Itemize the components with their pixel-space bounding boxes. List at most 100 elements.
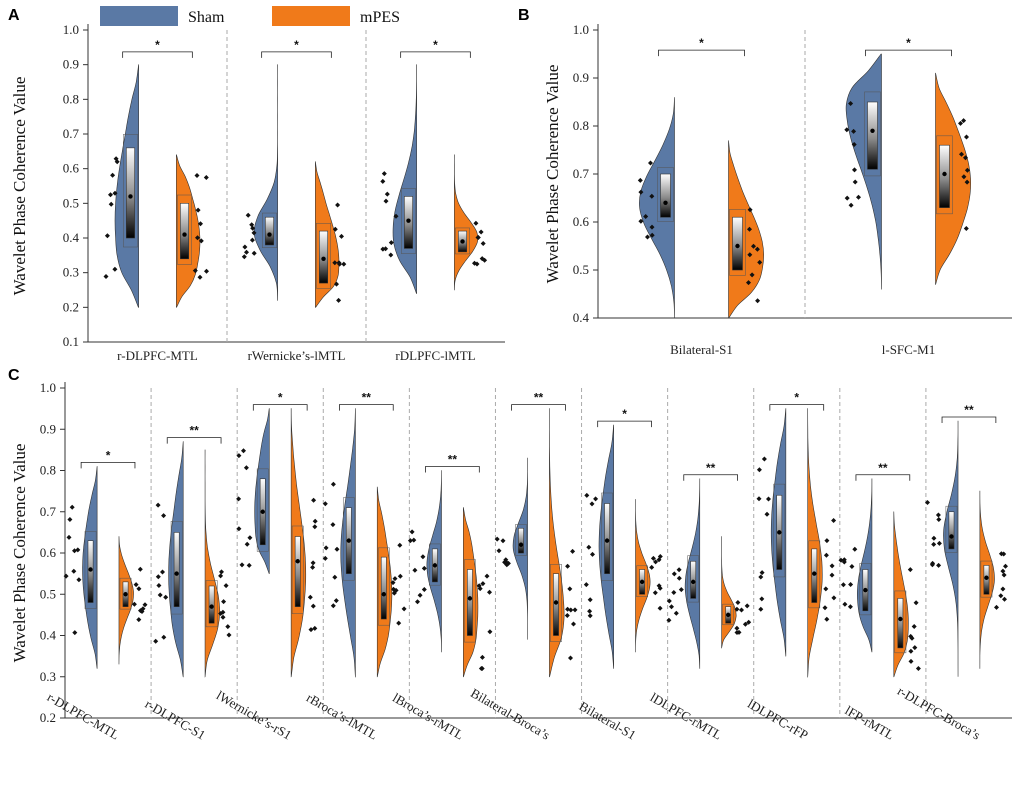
data-point-mpes [480, 581, 486, 587]
data-point-sham [251, 250, 257, 256]
data-point-mpes [310, 564, 316, 570]
data-point-mpes [742, 621, 748, 627]
data-point-mpes [831, 595, 837, 601]
data-point-mpes [218, 573, 224, 579]
data-point-mpes [908, 648, 914, 654]
data-point-sham [244, 249, 249, 255]
data-point-sham [421, 587, 427, 592]
data-point-sham [676, 567, 682, 573]
data-point-mpes [822, 605, 828, 611]
data-point-mpes [336, 260, 342, 266]
data-point-sham [407, 538, 413, 544]
panel-a-category-label: rDLPFC-lMTL [395, 348, 475, 363]
data-point-sham [63, 573, 69, 579]
data-point-mpes [341, 261, 347, 267]
data-point-sham [587, 613, 593, 619]
data-point-mpes [194, 173, 200, 178]
box-mpes [294, 536, 301, 607]
data-point-mpes [961, 118, 967, 124]
significance-bracket [865, 49, 952, 57]
significance-marker: ** [189, 424, 199, 438]
box-mpes [467, 569, 473, 636]
data-point-sham [500, 538, 506, 544]
data-point-sham [71, 568, 77, 574]
panel-label-c: C [8, 367, 20, 384]
data-point-sham [936, 517, 942, 522]
median-mpes [123, 592, 128, 597]
significance-marker: ** [706, 461, 716, 475]
data-point-mpes [391, 586, 396, 592]
median-mpes [812, 571, 817, 576]
data-point-sham [671, 571, 677, 577]
data-point-mpes [907, 567, 913, 573]
data-point-sham [852, 167, 857, 173]
data-point-mpes [755, 298, 761, 304]
median-mpes [942, 171, 947, 177]
data-point-mpes [133, 582, 139, 588]
data-point-mpes [478, 229, 484, 235]
data-point-sham [756, 496, 762, 502]
data-point-mpes [572, 607, 578, 613]
data-point-mpes [911, 624, 917, 629]
data-point-sham [758, 574, 764, 580]
panel-a-ytick-label: 0.1 [63, 334, 79, 349]
significance-marker: * [794, 391, 799, 405]
data-point-mpes [312, 518, 318, 524]
data-point-mpes [746, 280, 751, 286]
significance-bracket [597, 420, 652, 428]
panel-label-b: B [518, 7, 530, 24]
data-point-mpes [198, 238, 204, 244]
median-mpes [639, 579, 645, 585]
violin-mpes [204, 449, 221, 678]
panel-c-ytick-label: 0.2 [40, 710, 56, 725]
data-point-mpes [397, 573, 403, 579]
panel-c-ylabel: Wavelet Phase Coherence Value [10, 444, 29, 663]
data-point-mpes [565, 606, 571, 612]
data-point-mpes [961, 174, 967, 180]
significance-marker: * [433, 38, 438, 52]
data-point-mpes [198, 221, 203, 227]
data-point-sham [587, 597, 593, 603]
data-point-mpes [912, 645, 918, 651]
data-point-mpes [734, 625, 740, 631]
box-sham [660, 173, 671, 218]
data-point-mpes [570, 548, 576, 554]
data-point-sham [236, 496, 242, 502]
significance-marker: ** [534, 391, 544, 405]
panel-c-chart: 0.2 0.3 0.4 0.5 0.6 0.7 0.8 0.9 1.0 Wavelet Phase… [10, 380, 1012, 743]
data-point-mpes [656, 557, 662, 563]
data-point-sham [113, 156, 119, 162]
significance-bracket [339, 404, 394, 411]
median-sham [604, 538, 610, 543]
median-sham [863, 587, 868, 593]
box-outline-sham [256, 468, 269, 552]
median-sham [406, 218, 411, 223]
data-point-sham [587, 608, 593, 614]
data-point-sham [322, 501, 328, 507]
data-point-mpes [747, 207, 753, 213]
data-point-mpes [197, 274, 203, 280]
significance-marker: ** [362, 391, 372, 405]
box-outline-mpes [980, 560, 993, 598]
data-point-mpes [751, 243, 756, 249]
panel-c-category-label: r-DLPFC-Broca’s [895, 683, 983, 742]
data-point-mpes [204, 268, 209, 274]
data-point-sham [638, 189, 644, 195]
violin-mpes [549, 408, 565, 678]
data-point-mpes [478, 666, 484, 671]
data-point-sham [163, 594, 169, 600]
data-point-sham [936, 540, 942, 546]
panel-b-chart: 0.4 0.5 0.6 0.7 0.8 0.9 1.0 Wavelet Phase Coher… [543, 22, 1012, 357]
data-point-mpes [964, 179, 970, 185]
data-point-sham [380, 178, 386, 184]
panel-c-ytick-label: 0.7 [40, 504, 57, 519]
box-outline-sham [84, 531, 97, 609]
panel-c-ytick-label: 0.8 [40, 463, 56, 478]
median-mpes [898, 616, 903, 622]
data-point-mpes [657, 605, 663, 611]
panel-c-category-label: r-DLPFC-MTL [45, 689, 122, 742]
data-point-sham [75, 547, 81, 553]
data-point-mpes [652, 590, 658, 596]
data-point-mpes [310, 560, 316, 566]
data-point-mpes [311, 497, 317, 503]
